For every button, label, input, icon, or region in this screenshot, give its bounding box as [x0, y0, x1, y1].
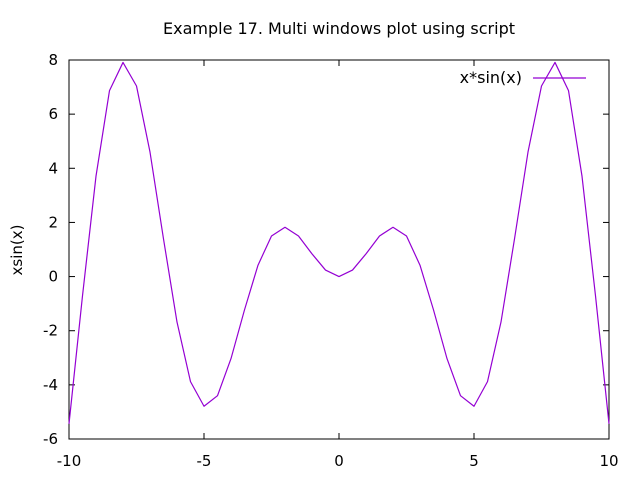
- x-tick-label: -5: [197, 452, 212, 470]
- data-point: [136, 85, 137, 86]
- data-point: [109, 90, 110, 91]
- y-tick-label: -6: [43, 430, 58, 448]
- data-point: [298, 235, 299, 236]
- data-point: [514, 238, 515, 239]
- data-point: [68, 423, 69, 424]
- x-axis: -10 -5 0 5 10: [57, 60, 619, 470]
- data-point: [190, 381, 191, 382]
- x-tick-label: -10: [57, 452, 82, 470]
- chart-title: Example 17. Multi windows plot using scr…: [163, 19, 515, 38]
- data-point: [244, 309, 245, 310]
- data-point: [203, 406, 204, 407]
- data-point: [487, 381, 488, 382]
- data-point: [460, 395, 461, 396]
- y-tick-label: 4: [48, 159, 58, 177]
- data-point: [392, 227, 393, 228]
- data-point: [406, 235, 407, 236]
- data-point: [608, 423, 609, 424]
- data-point: [338, 276, 339, 277]
- data-point: [149, 151, 150, 152]
- y-axis: -6 -4 -2 0 2 4 6 8: [43, 51, 609, 448]
- data-point: [379, 235, 380, 236]
- legend: x*sin(x): [460, 68, 586, 87]
- y-tick-label: -4: [43, 376, 58, 394]
- y-tick-label: 0: [48, 268, 58, 286]
- data-point: [271, 235, 272, 236]
- data-point: [446, 358, 447, 359]
- data-point: [500, 321, 501, 322]
- data-point: [419, 265, 420, 266]
- y-tick-label: 8: [48, 51, 58, 69]
- data-point: [176, 321, 177, 322]
- legend-label: x*sin(x): [460, 68, 522, 87]
- x-tick-label: 10: [599, 452, 618, 470]
- data-point: [325, 269, 326, 270]
- data-point: [581, 176, 582, 177]
- data-point: [433, 309, 434, 310]
- data-point: [352, 269, 353, 270]
- data-point: [230, 358, 231, 359]
- y-axis-label: xsin(x): [8, 225, 26, 276]
- data-point: [122, 62, 123, 63]
- data-point: [554, 62, 555, 63]
- data-point: [473, 406, 474, 407]
- data-point: [163, 238, 164, 239]
- data-point: [95, 176, 96, 177]
- data-point: [311, 253, 312, 254]
- data-point: [284, 227, 285, 228]
- data-point: [257, 265, 258, 266]
- series-layer: [68, 61, 610, 424]
- data-point: [82, 295, 83, 296]
- plot-border: [68, 59, 610, 440]
- y-tick-label: 6: [48, 105, 58, 123]
- data-point: [568, 90, 569, 91]
- x-tick-label: 0: [334, 452, 344, 470]
- data-point: [217, 395, 218, 396]
- y-tick-label: 2: [48, 213, 58, 231]
- series-line: [68, 61, 610, 424]
- data-point: [527, 151, 528, 152]
- data-point: [541, 85, 542, 86]
- data-point: [595, 295, 596, 296]
- data-point: [365, 253, 366, 254]
- y-tick-label: -2: [43, 322, 58, 340]
- x-tick-label: 5: [469, 452, 479, 470]
